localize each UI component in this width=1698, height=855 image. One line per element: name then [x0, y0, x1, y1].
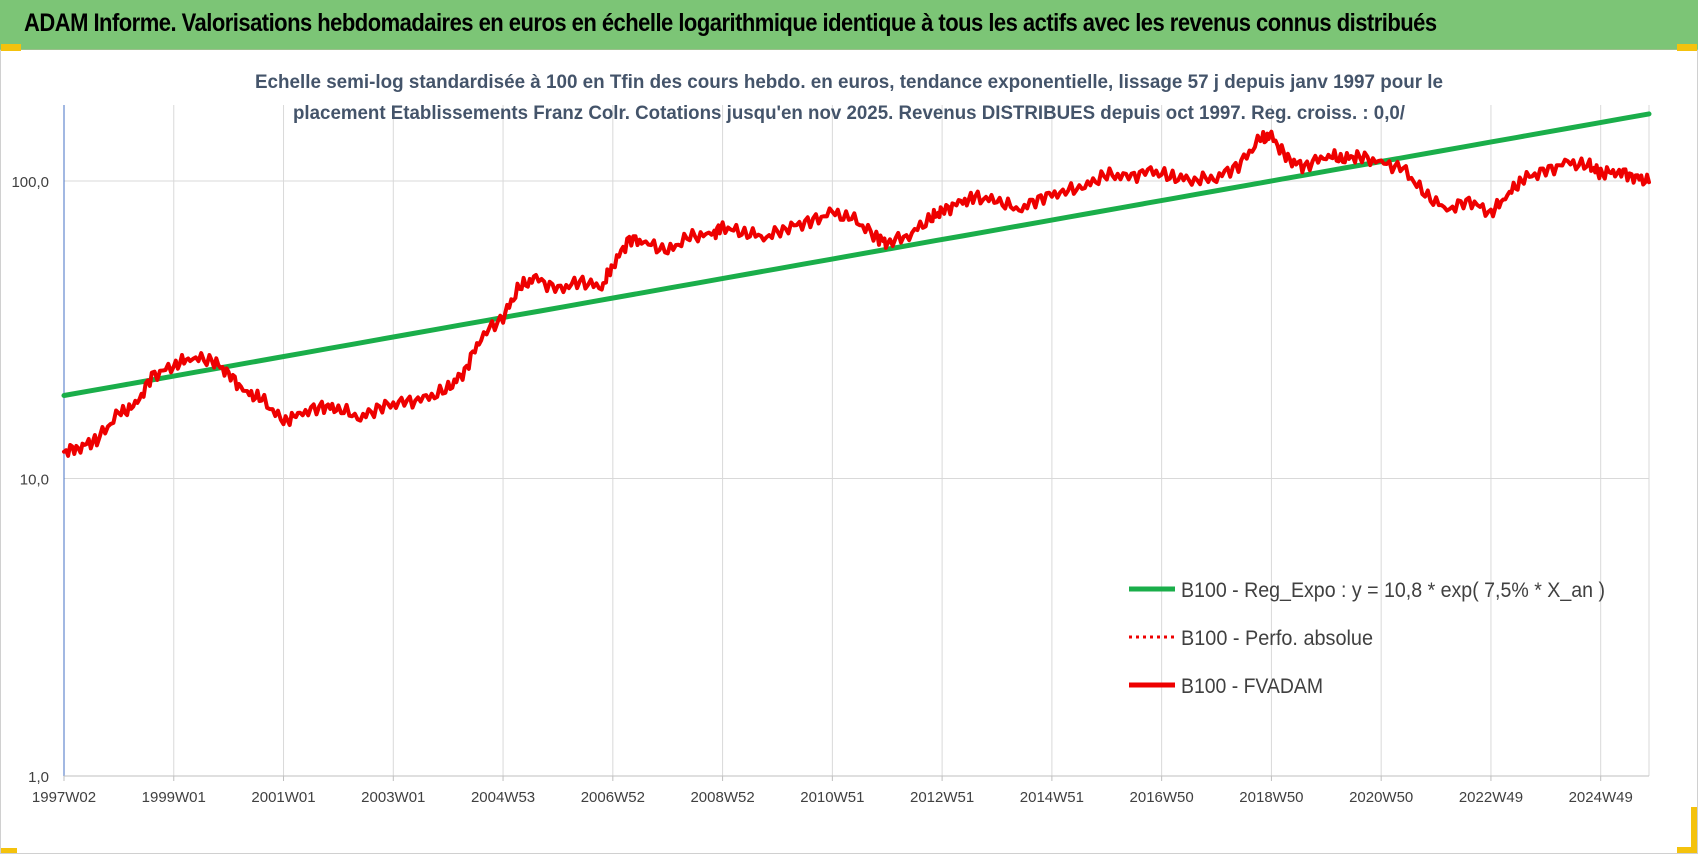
- corner-mark-bottom-right: [1691, 807, 1697, 853]
- legend-label-regression: B100 - Reg_Expo : y = 10,8 * exp( 7,5% *…: [1181, 579, 1605, 602]
- x-tick-label: 2014W51: [1020, 789, 1084, 806]
- x-tick-label: 2018W50: [1239, 789, 1303, 806]
- y-tick-label: 100,0: [11, 174, 49, 191]
- chart-legend: B100 - Reg_Expo : y = 10,8 * exp( 7,5% *…: [1129, 579, 1605, 698]
- x-tick-label: 2001W01: [251, 789, 315, 806]
- x-tick-label: 2016W50: [1130, 789, 1194, 806]
- chart-gridlines: [63, 105, 1650, 776]
- legend-label-fvadam: B100 - FVADAM: [1181, 675, 1323, 698]
- page-title: ADAM Informe. Valorisations hebdomadaire…: [24, 9, 1437, 37]
- series-line-fvadam: [62, 129, 1651, 458]
- series-line-regression: [61, 111, 1652, 398]
- y-tick-label: 1,0: [28, 769, 49, 786]
- chart-subtitle-line-2: placement Etablissements Franz Colr. Cot…: [293, 103, 1406, 124]
- x-tick-label: 2008W52: [690, 789, 754, 806]
- x-tick-label: 2020W50: [1349, 789, 1413, 806]
- x-tick-label: 1997W02: [32, 789, 96, 806]
- x-tick-label: 2004W53: [471, 789, 535, 806]
- x-axis-ticks: 1997W02 1999W01 2001W01 2003W01 2004W53 2006W…: [32, 776, 1633, 806]
- chart-series: [61, 111, 1652, 458]
- x-tick-label: 2003W01: [361, 789, 425, 806]
- y-axis-ticks: 1,0 10,0 100,0: [11, 174, 49, 786]
- header-banner: ADAM Informe. Valorisations hebdomadaire…: [0, 0, 1698, 50]
- x-tick-label: 2012W51: [910, 789, 974, 806]
- corner-mark-top-right: [1677, 44, 1697, 51]
- x-tick-label: 2022W49: [1459, 789, 1523, 806]
- corner-mark-top-left: [1, 44, 21, 51]
- legend-label-perfo: B100 - Perfo. absolue: [1181, 627, 1373, 650]
- x-tick-label: 1999W01: [142, 789, 206, 806]
- chart-svg: 1,0 10,0 100,0 1997W02 1999W01 2001W01 2003W0…: [11, 72, 1652, 806]
- x-tick-label: 2010W51: [800, 789, 864, 806]
- corner-mark-bottom-right-base: [1677, 847, 1697, 853]
- x-tick-label: 2006W52: [581, 789, 645, 806]
- chart-area: 1,0 10,0 100,0 1997W02 1999W01 2001W01 2003W0…: [0, 44, 1698, 854]
- chart-subtitle-line-1: Echelle semi-log standardisée à 100 en T…: [255, 72, 1443, 93]
- x-tick-label: 2024W49: [1569, 789, 1633, 806]
- y-tick-label: 10,0: [20, 471, 49, 488]
- corner-mark-bottom-left: [1, 848, 17, 853]
